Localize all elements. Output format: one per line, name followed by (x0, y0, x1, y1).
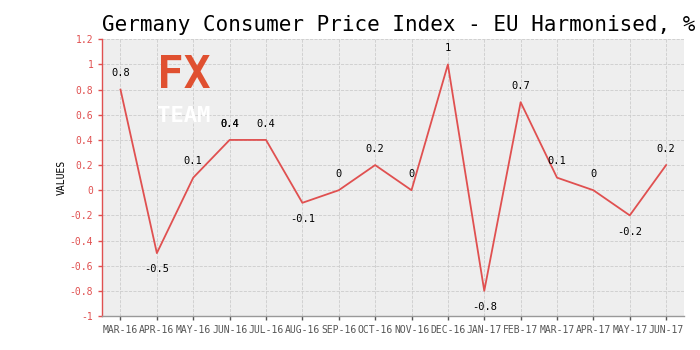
Text: FX: FX (158, 54, 211, 97)
Text: 0.2: 0.2 (366, 144, 384, 154)
Text: -0.1: -0.1 (290, 214, 315, 224)
Text: 0.1: 0.1 (184, 156, 202, 166)
Text: -0.5: -0.5 (144, 264, 169, 274)
Text: TEAM: TEAM (158, 106, 211, 126)
Text: Germany Consumer Price Index - EU Harmonised, %  /: Germany Consumer Price Index - EU Harmon… (102, 15, 700, 35)
Text: 0.8: 0.8 (111, 68, 130, 78)
Text: 0.4: 0.4 (220, 119, 239, 128)
Text: 1: 1 (444, 43, 451, 53)
Text: 0: 0 (408, 169, 414, 179)
Text: 0.1: 0.1 (547, 156, 566, 166)
Text: 0.7: 0.7 (511, 81, 530, 91)
Text: 0.4: 0.4 (257, 119, 275, 128)
Text: 0.2: 0.2 (657, 144, 675, 154)
Text: 0: 0 (590, 169, 596, 179)
Text: -0.2: -0.2 (617, 227, 643, 237)
Y-axis label: VALUES: VALUES (57, 160, 67, 195)
Text: -0.8: -0.8 (472, 302, 497, 312)
Text: 0.4: 0.4 (220, 119, 239, 128)
Text: 0: 0 (335, 169, 342, 179)
